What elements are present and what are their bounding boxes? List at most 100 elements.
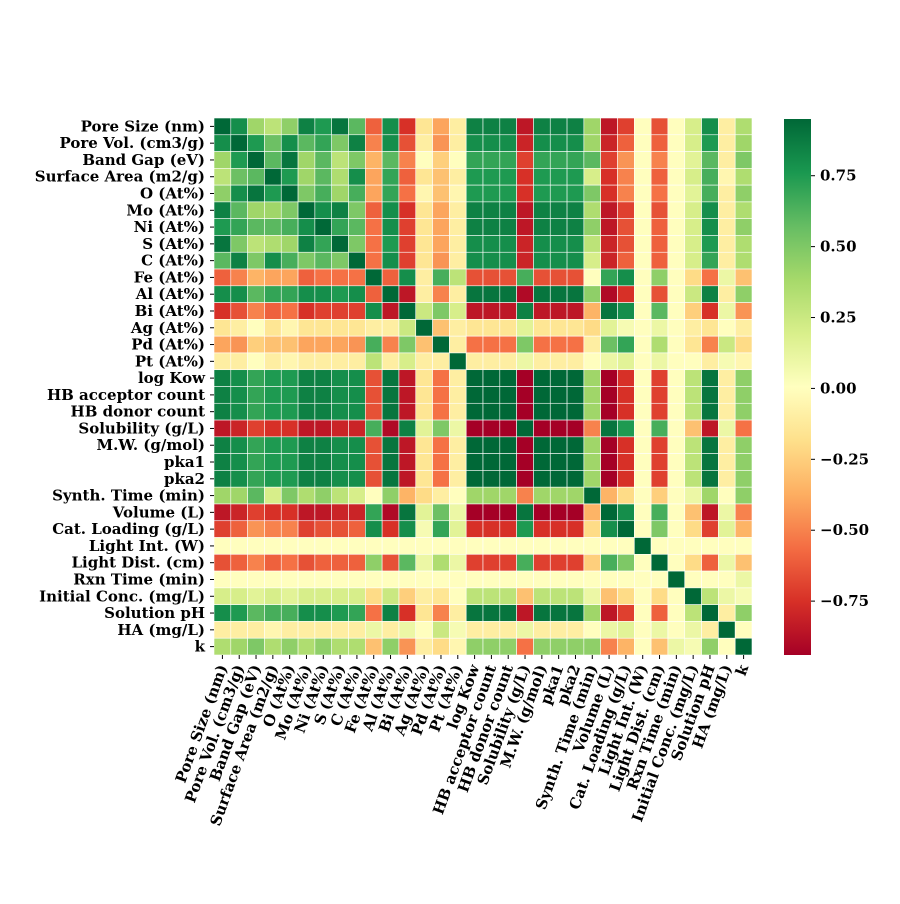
heatmap-cell (566, 268, 585, 287)
heatmap-cell (549, 503, 568, 522)
heatmap-cell (280, 436, 299, 454)
heatmap-cell (667, 268, 686, 287)
heatmap-cell (600, 470, 618, 488)
heatmap-cell (684, 117, 702, 136)
heatmap-cell (734, 503, 753, 522)
heatmap-cell (600, 570, 618, 589)
heatmap-cell (718, 453, 736, 471)
heatmap-cell (701, 486, 719, 505)
heatmap-cell (297, 251, 316, 270)
heatmap-cell (583, 218, 601, 236)
heatmap-cell (415, 554, 433, 572)
heatmap-cell (533, 537, 551, 555)
heatmap-cell (465, 604, 484, 622)
heatmap-cell (247, 570, 265, 589)
heatmap-cell (718, 302, 736, 320)
heatmap-cell (465, 352, 484, 371)
heatmap-cell (365, 134, 383, 152)
heatmap-cell (415, 235, 433, 253)
heatmap-cell (516, 386, 534, 404)
heatmap-cell (684, 621, 702, 639)
heatmap-cell (549, 134, 568, 152)
heatmap-cell (634, 419, 652, 438)
heatmap-cell (398, 268, 417, 287)
heatmap-cell (381, 184, 400, 203)
heatmap-cell (549, 453, 568, 471)
heatmap-cell (398, 134, 417, 152)
y-tick-label: log Kow (138, 369, 206, 387)
heatmap-cell (617, 386, 635, 404)
heatmap-cell (499, 352, 517, 371)
heatmap-cell (297, 369, 316, 387)
heatmap-cell (398, 470, 417, 488)
heatmap-cell (718, 268, 736, 287)
heatmap-cell (314, 453, 332, 471)
y-tick-label: Al (At%) (135, 285, 205, 303)
heatmap-cell (264, 486, 282, 505)
heatmap-cell (230, 352, 248, 371)
heatmap-cell (365, 184, 383, 203)
heatmap-cell (667, 554, 686, 572)
heatmap-cell (516, 117, 534, 136)
heatmap-cell (549, 637, 568, 656)
heatmap-cell (348, 419, 366, 438)
heatmap-cell (718, 184, 736, 203)
heatmap-cell (213, 218, 232, 236)
heatmap-cell (516, 369, 534, 387)
heatmap-cell (617, 570, 635, 589)
y-tick-label: HA (mg/L) (117, 621, 205, 639)
heatmap-cell (583, 268, 601, 287)
heatmap-cell (734, 587, 753, 605)
heatmap-cell (516, 554, 534, 572)
heatmap-cell (465, 520, 484, 538)
heatmap-cell (398, 436, 417, 454)
heatmap-cell (415, 486, 433, 505)
heatmap-cell (297, 621, 316, 639)
heatmap-cell (465, 637, 484, 656)
heatmap-cell (549, 201, 568, 219)
heatmap-cell (701, 352, 719, 371)
heatmap-cell (667, 235, 686, 253)
heatmap-cell (516, 168, 534, 186)
heatmap-cell (634, 151, 652, 169)
heatmap-cell (365, 369, 383, 387)
heatmap-cell (247, 184, 265, 203)
heatmap-cell (667, 386, 686, 404)
heatmap-cell (617, 637, 635, 656)
heatmap-cell (549, 604, 568, 622)
heatmap-cell (365, 604, 383, 622)
heatmap-cell (247, 453, 265, 471)
heatmap-cell (650, 503, 669, 522)
heatmap-cell (264, 453, 282, 471)
heatmap-cell (482, 486, 501, 505)
heatmap-cell (247, 436, 265, 454)
heatmap-cell (566, 117, 585, 136)
heatmap-cell (718, 604, 736, 622)
heatmap-cell (213, 151, 232, 169)
heatmap-cell (583, 637, 601, 656)
heatmap-cell (465, 587, 484, 605)
heatmap-cell (533, 201, 551, 219)
heatmap-cell (365, 537, 383, 555)
heatmap-cell (449, 134, 467, 152)
heatmap-cell (583, 604, 601, 622)
heatmap-cell (566, 151, 585, 169)
heatmap-cell (449, 251, 467, 270)
heatmap-cell (549, 520, 568, 538)
colorbar-tick-label: −0.25 (820, 450, 869, 468)
heatmap-cell (465, 335, 484, 354)
heatmap-cell (314, 554, 332, 572)
heatmap-cell (381, 235, 400, 253)
heatmap-cell (230, 537, 248, 555)
heatmap-cell (449, 402, 467, 421)
heatmap-cell (566, 386, 585, 404)
heatmap-cell (482, 453, 501, 471)
heatmap-cell (264, 570, 282, 589)
heatmap-cell (718, 554, 736, 572)
heatmap-cell (213, 184, 232, 203)
heatmap-cell (365, 251, 383, 270)
heatmap-cell (650, 570, 669, 589)
heatmap-cell (499, 470, 517, 488)
heatmap-cell (701, 251, 719, 270)
heatmap-cell (583, 520, 601, 538)
